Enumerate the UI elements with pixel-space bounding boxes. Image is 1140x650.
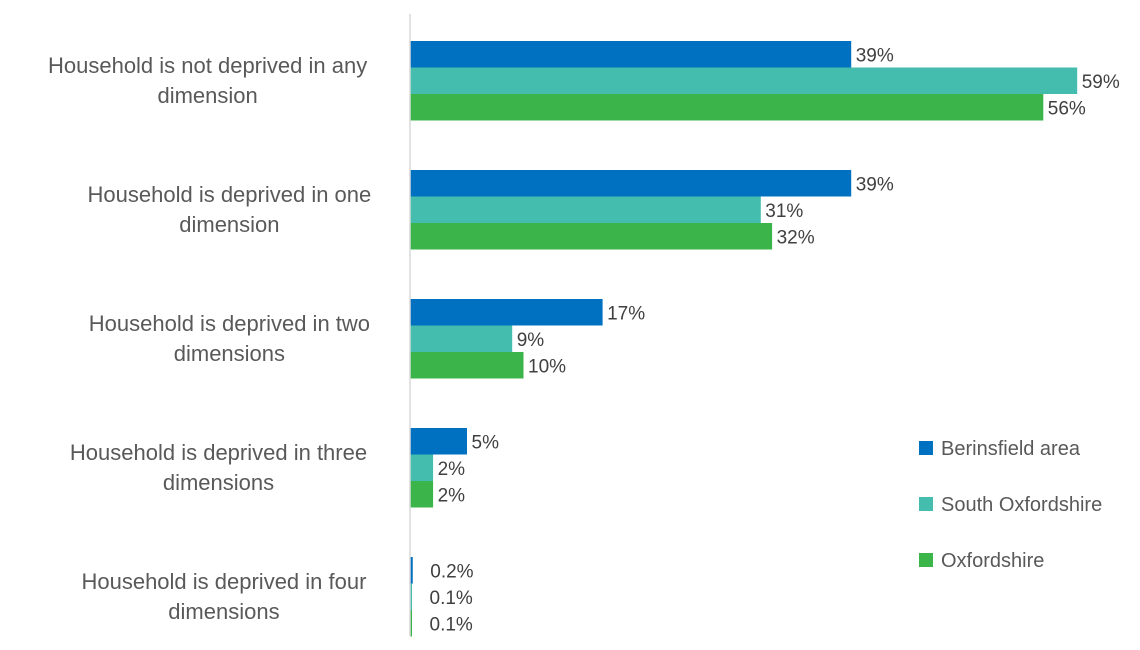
bar-berinsfield-area bbox=[410, 41, 852, 68]
data-label: 0.2% bbox=[430, 561, 473, 582]
bar-berinsfield-area bbox=[410, 170, 852, 197]
bar-south-oxfordshire bbox=[410, 196, 761, 223]
legend-label: Oxfordshire bbox=[941, 550, 1044, 572]
bar-oxfordshire bbox=[410, 223, 773, 250]
legend-swatch bbox=[919, 553, 933, 567]
legend: Berinsfield area South Oxfordshire Oxfords… bbox=[919, 438, 1102, 572]
data-label: 0.1% bbox=[430, 614, 473, 635]
category-label: Household is deprived in four dimensions bbox=[81, 569, 366, 624]
bar-berinsfield-area bbox=[410, 428, 467, 455]
bar-berinsfield-area bbox=[410, 557, 413, 584]
bar-south-oxfordshire bbox=[410, 583, 412, 610]
bars bbox=[410, 41, 1078, 637]
data-labels: 39% 59% 56% 39% 31% 32% 17% 9% 10% 5% 2% 2% 0.2% 0.1%… bbox=[430, 45, 1120, 635]
data-label: 32% bbox=[777, 227, 815, 248]
bar-berinsfield-area bbox=[410, 299, 603, 326]
category-labels: Household is not deprived in any dimensio… bbox=[48, 53, 371, 624]
bar-oxfordshire bbox=[410, 94, 1044, 121]
category-label: Household is deprived in two dimensions bbox=[89, 311, 370, 366]
legend-swatch bbox=[919, 441, 933, 455]
legend-swatch bbox=[919, 497, 933, 511]
data-label: 39% bbox=[856, 174, 894, 195]
data-label: 5% bbox=[472, 432, 500, 453]
data-label: 2% bbox=[438, 485, 466, 506]
category-label: Household is deprived in one dimension bbox=[88, 182, 372, 237]
bar-south-oxfordshire bbox=[410, 454, 434, 481]
bar-south-oxfordshire bbox=[410, 67, 1078, 94]
legend-label: Berinsfield area bbox=[941, 438, 1081, 460]
legend-label: South Oxfordshire bbox=[941, 494, 1102, 516]
bar-oxfordshire bbox=[410, 352, 524, 379]
data-label: 9% bbox=[517, 330, 545, 351]
data-label: 0.1% bbox=[430, 588, 473, 609]
data-label: 56% bbox=[1048, 98, 1086, 119]
data-label: 31% bbox=[765, 201, 803, 222]
bar-oxfordshire bbox=[410, 481, 434, 508]
category-label: Household is not deprived in any dimensio… bbox=[48, 53, 367, 108]
data-label: 39% bbox=[856, 45, 894, 66]
bar-south-oxfordshire bbox=[410, 325, 513, 352]
data-label: 59% bbox=[1082, 72, 1120, 93]
data-label: 2% bbox=[438, 459, 466, 480]
data-label: 17% bbox=[607, 303, 645, 324]
bar-oxfordshire bbox=[410, 610, 412, 637]
category-label: Household is deprived in three dimensions bbox=[70, 440, 367, 495]
data-label: 10% bbox=[528, 356, 566, 377]
